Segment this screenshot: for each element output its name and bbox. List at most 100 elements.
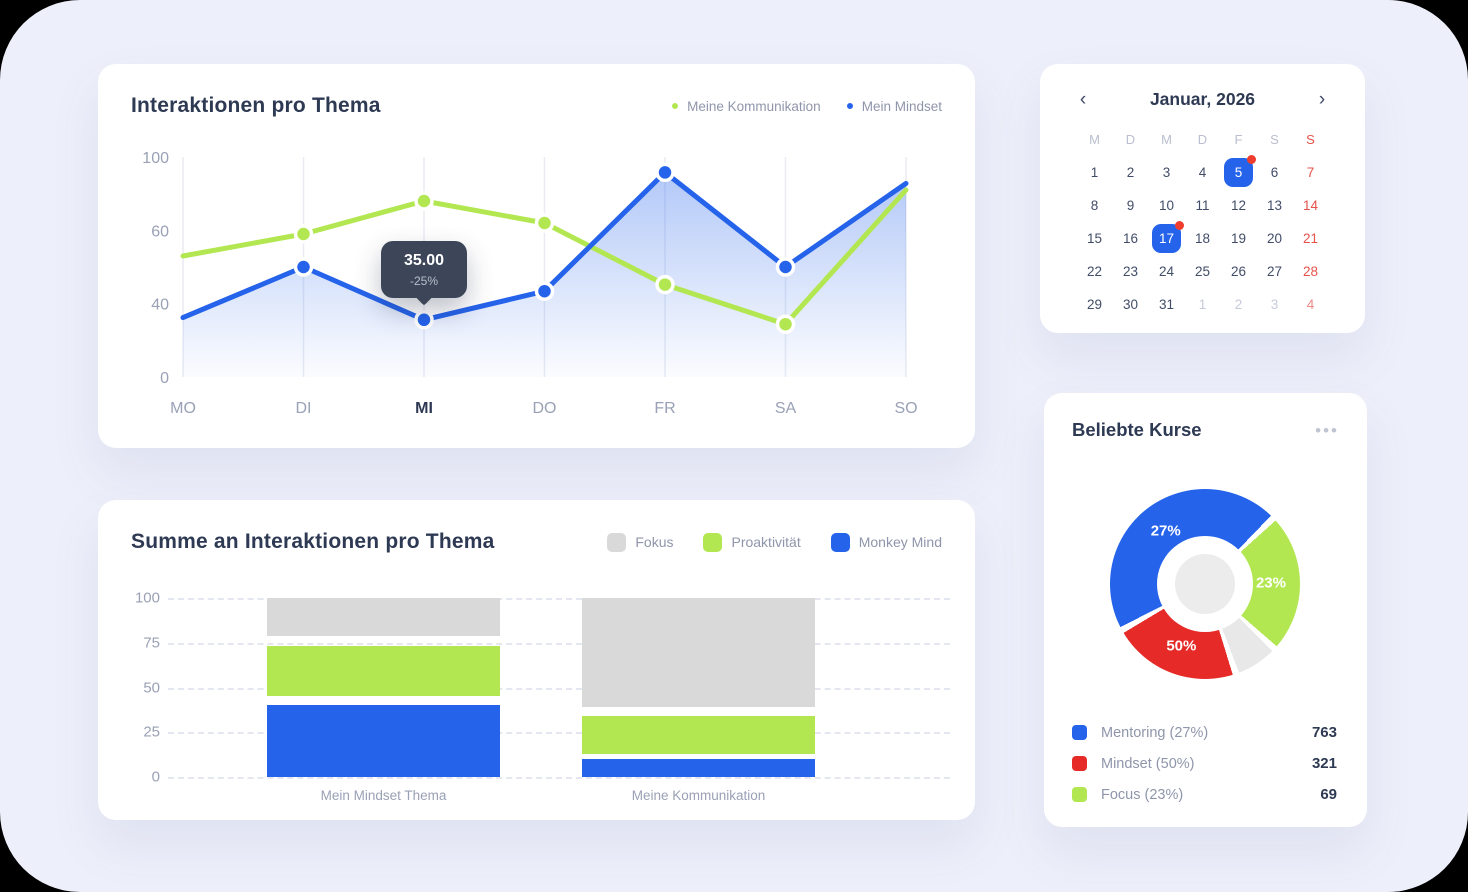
category-label: Mein Mindset Thema — [320, 788, 447, 803]
bar-group — [582, 598, 815, 777]
gridline — [168, 777, 950, 779]
bar-chart-header: Summe an Interaktionen pro Thema Fokus Pr… — [98, 500, 975, 554]
calendar-day[interactable]: 16 — [1122, 231, 1139, 246]
legend-value: 69 — [1320, 786, 1337, 803]
calendar-day[interactable]: 5 — [1221, 155, 1257, 189]
calendar-day[interactable]: 15 — [1086, 231, 1103, 246]
legend-item[interactable]: Monkey Mind — [830, 532, 942, 552]
svg-text:DO: DO — [533, 400, 557, 417]
legend-item[interactable]: Proaktivität — [703, 532, 801, 552]
weekday-header: D — [1125, 132, 1136, 147]
gridline — [168, 642, 950, 645]
calendar-day[interactable]: 31 — [1158, 297, 1175, 312]
calendar-day[interactable]: 28 — [1302, 264, 1319, 279]
calendar-day[interactable]: 7 — [1306, 165, 1315, 180]
line-chart-card: Interaktionen pro Thema Meine Kommunikat… — [98, 64, 975, 448]
calendar-day[interactable]: 6 — [1270, 165, 1279, 180]
calendar-day[interactable]: 25 — [1194, 264, 1211, 279]
calendar-day[interactable]: 8 — [1090, 198, 1099, 213]
calendar-day[interactable]: 3 — [1270, 297, 1279, 312]
calendar-day[interactable]: 3 — [1162, 165, 1171, 180]
bar-segment — [267, 646, 500, 697]
svg-text:MI: MI — [415, 400, 433, 417]
calendar-day[interactable]: 1 — [1198, 297, 1207, 312]
legend-value: 763 — [1311, 724, 1337, 741]
calendar-day[interactable]: 12 — [1230, 198, 1247, 213]
calendar-day[interactable]: 18 — [1194, 231, 1211, 246]
bar-segment — [582, 716, 815, 754]
svg-text:100: 100 — [142, 152, 169, 167]
calendar-day[interactable]: 10 — [1158, 198, 1175, 213]
svg-text:MO: MO — [170, 400, 196, 417]
legend-swatch-icon — [1072, 787, 1087, 802]
gridline — [168, 732, 950, 735]
donut-chart: 27% 23% 50% — [1110, 489, 1300, 679]
calendar-day[interactable]: 1 — [1090, 165, 1099, 180]
chart-tooltip: 35.00 -25% — [381, 241, 467, 298]
legend-row[interactable]: Mindset (50%) 321 — [1072, 748, 1337, 779]
calendar-day[interactable]: 19 — [1230, 231, 1247, 246]
donut-core-circle — [1175, 554, 1235, 614]
legend-row[interactable]: Mentoring (27%) 763 — [1072, 717, 1337, 748]
tooltip-value: 35.00 — [403, 252, 445, 269]
calendar-day[interactable]: 2 — [1126, 165, 1135, 180]
line-chart-header: Interaktionen pro Thema Meine Kommunikat… — [98, 64, 975, 118]
tooltip-delta: -25% — [409, 274, 438, 288]
weekday-header: S — [1306, 132, 1315, 147]
data-point — [655, 162, 675, 183]
slice-percent-label: 50% — [1166, 637, 1197, 655]
calendar-day[interactable]: 4 — [1198, 165, 1207, 180]
calendar-day[interactable]: 30 — [1122, 297, 1139, 312]
calendar-day[interactable]: 29 — [1086, 297, 1103, 312]
legend-label: Mein Mindset — [861, 98, 942, 114]
legend-label: Proaktivität — [731, 534, 801, 550]
line-chart-svg: 100 60 40 0MO DI MI DO FR SA SO — [142, 152, 917, 417]
category-label: Meine Kommunikation — [631, 788, 766, 803]
legend-label: Monkey Mind — [858, 534, 942, 550]
more-options-icon[interactable]: ••• — [1315, 420, 1339, 440]
calendar-day[interactable]: 11 — [1195, 198, 1210, 213]
calendar-day[interactable]: 4 — [1306, 297, 1315, 312]
weekday-header: D — [1197, 132, 1208, 147]
axis-tick-label: 75 — [143, 634, 160, 652]
calendar-day[interactable]: 20 — [1266, 231, 1283, 246]
calendar-day[interactable]: 27 — [1266, 264, 1283, 279]
legend-value: 321 — [1311, 755, 1337, 772]
calendar-day[interactable]: 24 — [1158, 264, 1175, 279]
calendar-day[interactable]: 2 — [1234, 297, 1243, 312]
calendar-day[interactable]: 14 — [1302, 198, 1319, 213]
slice-percent-label: 27% — [1150, 522, 1181, 540]
calendar-prev-button[interactable]: ‹ — [1070, 90, 1096, 109]
legend-item[interactable]: Mein Mindset — [846, 98, 942, 114]
data-point — [534, 213, 555, 233]
calendar-next-button[interactable]: › — [1309, 90, 1335, 109]
svg-text:FR: FR — [654, 400, 675, 417]
line-chart-legend: Meine Kommunikation Mein Mindset — [672, 99, 942, 114]
calendar-card: ‹ Januar, 2026 › M D M D F S S 1 2 3 4 5 6 7 8 9 10 11 12 1… — [1040, 64, 1365, 333]
selected-day: 5 — [1224, 155, 1256, 187]
calendar-day[interactable]: 9 — [1126, 198, 1135, 213]
weekday-header: M — [1089, 132, 1100, 147]
legend-item[interactable]: Fokus — [607, 532, 673, 552]
calendar-day[interactable]: 22 — [1086, 264, 1103, 279]
calendar-day[interactable]: 17 — [1149, 221, 1185, 255]
bar-segment — [267, 705, 500, 777]
bar-segment — [267, 598, 500, 636]
legend-item[interactable]: Meine Kommunikation — [672, 99, 821, 114]
calendar-day[interactable]: 13 — [1266, 198, 1283, 213]
calendar-day[interactable]: 21 — [1302, 231, 1319, 246]
calendar-day[interactable]: 23 — [1122, 264, 1139, 279]
calendar-grid: M D M D F S S 1 2 3 4 5 6 7 8 9 10 11 12 13 14 15 16 17 18 19 20 21… — [1040, 123, 1365, 321]
donut-legend: Mentoring (27%) 763 Mindset (50%) 321 Focus … — [1072, 717, 1337, 810]
bar-chart-legend: Fokus Proaktivität Monkey Mind — [607, 532, 942, 552]
weekday-header: M — [1161, 132, 1172, 147]
data-point — [293, 257, 314, 277]
selected-day: 17 — [1152, 221, 1184, 253]
calendar-day[interactable]: 26 — [1230, 264, 1247, 279]
legend-swatch-icon — [1072, 725, 1087, 740]
axis-tick-label: 0 — [151, 768, 160, 786]
legend-row[interactable]: Focus (23%) 69 — [1072, 779, 1337, 810]
svg-text:DI: DI — [296, 400, 312, 417]
calendar-title: Januar, 2026 — [1149, 89, 1256, 109]
